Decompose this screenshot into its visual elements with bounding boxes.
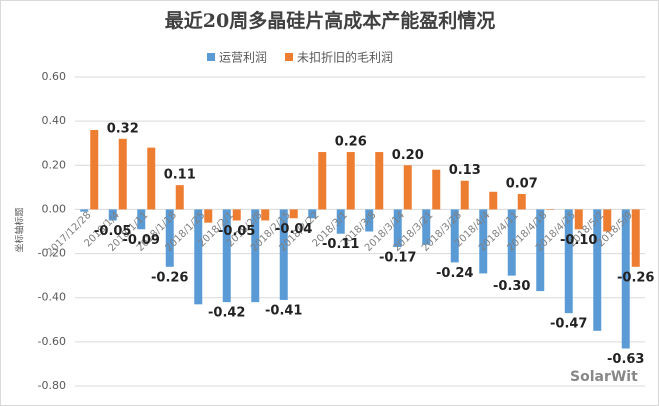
bar [165,209,174,267]
bar [222,209,231,303]
value-label: 0.13 [449,163,481,178]
bar [403,165,412,210]
y-tick-label: -0.40 [38,291,66,304]
value-label: -0.47 [550,317,587,332]
value-label: -0.24 [436,266,473,281]
bar [336,209,345,234]
bar [489,191,498,210]
value-label: 0.07 [506,176,538,191]
legend-swatch [285,53,294,61]
bar [251,209,260,303]
bar [460,180,469,210]
bar [564,209,573,314]
bar [175,185,184,210]
bar [536,209,545,292]
bar [108,209,117,221]
value-label: -0.17 [379,250,416,265]
bar [432,169,441,210]
bar [479,209,488,274]
bar [422,209,431,245]
y-tick-label: 0.40 [42,114,67,127]
value-label: -0.26 [151,270,188,285]
value-label: 0.26 [335,135,367,150]
value-label: -0.41 [265,303,302,318]
bar [546,209,555,210]
y-axis-title: 坐标轴标题 [14,207,26,252]
bar [289,209,298,219]
bar [365,209,374,232]
bar [603,209,612,232]
bar [393,209,402,247]
y-tick-label: -0.80 [38,379,66,392]
value-label: -0.11 [322,237,359,252]
bar [90,129,99,210]
bar [232,209,241,221]
bar [308,209,317,219]
value-label: -0.10 [560,233,597,248]
bar [318,152,327,210]
value-label: -0.30 [493,279,530,294]
bar [450,209,459,263]
bar [137,209,146,230]
value-label: -0.09 [123,233,160,248]
bar [204,209,213,223]
value-label: -0.42 [208,306,245,321]
bar [80,209,89,212]
bar [621,209,630,349]
value-label: -0.05 [218,224,255,239]
bar [261,209,270,221]
chart-title: 最近20周多晶硅片高成本产能盈利情况 [165,9,495,32]
bar [593,209,602,331]
value-label: -0.63 [607,352,644,367]
bar [194,209,203,305]
bar [279,209,288,300]
legend-label: 未扣折旧的毛利润 [297,50,393,65]
legend-swatch [207,53,215,61]
y-tick-label: 0.60 [42,70,67,83]
bar [375,152,384,210]
bar [147,147,156,210]
value-label: -0.04 [275,222,312,237]
bar [631,209,640,267]
watermark: SolarWit [570,369,638,385]
bar [517,193,526,210]
value-label: -0.26 [617,270,654,285]
bar [118,138,127,210]
bar [346,152,355,210]
bar [507,209,516,276]
value-label: 0.32 [107,121,139,136]
legend-label: 运营利润 [219,51,267,65]
value-label: 0.11 [164,168,196,183]
bar [574,209,583,230]
y-tick-label: 0.20 [42,158,67,171]
y-tick-label: -0.60 [38,335,66,348]
y-tick-label: 0.00 [42,202,67,215]
value-label: -0.05 [94,224,131,239]
y-tick-label: -0.20 [38,247,66,260]
value-label: 0.20 [392,148,424,163]
